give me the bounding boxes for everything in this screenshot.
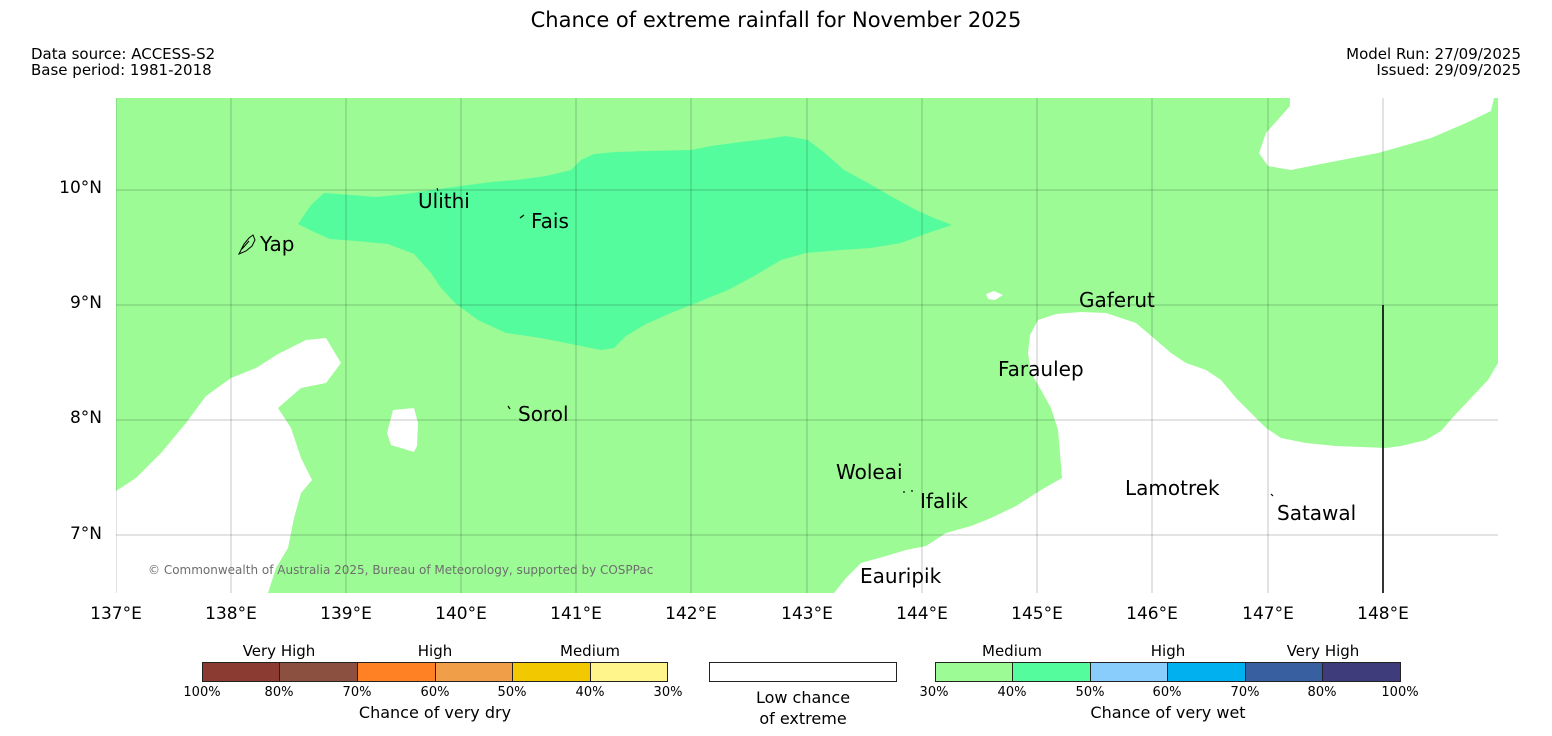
wet-heading-high: High bbox=[1150, 642, 1186, 660]
dry-swatch-70-60 bbox=[357, 662, 436, 682]
fais-island-mark bbox=[519, 214, 525, 219]
low-chance-patch-gaferut bbox=[986, 291, 1003, 300]
wet-swatch-80-100 bbox=[1322, 662, 1401, 682]
wet-tick-40: 40% bbox=[997, 685, 1027, 700]
data-source: Data source: ACCESS-S2 bbox=[31, 45, 216, 63]
dry-heading-high: High bbox=[417, 642, 453, 660]
medium-high-chance-region bbox=[298, 136, 952, 350]
dry-swatch-60-50 bbox=[435, 662, 513, 682]
sorol-island-mark bbox=[507, 405, 511, 410]
dry-tick-80: 80% bbox=[264, 685, 294, 700]
low-chance-area-west bbox=[116, 338, 341, 593]
place-label-woleai: Woleai bbox=[836, 460, 903, 484]
dry-tick-100: 100% bbox=[183, 685, 221, 700]
data-source-info: Data source: ACCESS-S2 Base period: 1981… bbox=[31, 46, 215, 78]
wet-tick-100: 100% bbox=[1381, 685, 1419, 700]
lon-label-141e: 141°E bbox=[550, 604, 602, 624]
dry-swatch-100-80 bbox=[202, 662, 280, 682]
lat-label-9n: 9°N bbox=[69, 293, 102, 313]
map-gridlines bbox=[116, 98, 1498, 593]
wet-tick-80: 80% bbox=[1307, 685, 1337, 700]
wet-tick-30: 30% bbox=[919, 685, 949, 700]
lat-label-10n: 10°N bbox=[59, 178, 102, 198]
place-label-faraulep: Faraulep bbox=[998, 357, 1084, 381]
lon-label-147e: 147°E bbox=[1242, 604, 1294, 624]
lon-label-139e: 139°E bbox=[320, 604, 372, 624]
copyright-notice: © Commonwealth of Australia 2025, Bureau… bbox=[148, 563, 653, 577]
low-chance-patch-sorol bbox=[387, 408, 418, 452]
lon-label-143e: 143°E bbox=[781, 604, 833, 624]
base-period: Base period: 1981-2018 bbox=[31, 61, 212, 79]
place-label-yap: Yap bbox=[259, 232, 294, 256]
rainfall-map: Yap Ulithi Fais Sorol Gaferut Faraulep W… bbox=[116, 98, 1498, 593]
dry-swatch-50-40 bbox=[512, 662, 591, 682]
dry-tick-60: 60% bbox=[420, 685, 450, 700]
place-label-ulithi: Ulithi bbox=[418, 189, 470, 213]
wet-heading-medium: Medium bbox=[982, 642, 1042, 660]
wet-legend-caption: Chance of very wet bbox=[1090, 703, 1246, 722]
model-run: Model Run: 27/09/2025 bbox=[1346, 45, 1521, 63]
lat-label-8n: 8°N bbox=[69, 408, 102, 428]
low-chance-swatch bbox=[709, 662, 897, 682]
lon-label-137e: 137°E bbox=[90, 604, 142, 624]
dry-heading-medium: Medium bbox=[560, 642, 620, 660]
lat-label-7n: 7°N bbox=[69, 524, 102, 544]
place-label-lamotrek: Lamotrek bbox=[1125, 476, 1220, 500]
place-label-sorol: Sorol bbox=[518, 402, 569, 426]
wet-swatch-70-80 bbox=[1245, 662, 1323, 682]
dry-swatch-40-30 bbox=[590, 662, 668, 682]
place-label-fais: Fais bbox=[531, 209, 569, 233]
dry-tick-40: 40% bbox=[575, 685, 605, 700]
issued-date: Issued: 29/09/2025 bbox=[1376, 61, 1521, 79]
low-chance-caption-line2: of extreme bbox=[759, 709, 847, 728]
model-run-info: Model Run: 27/09/2025 Issued: 29/09/2025 bbox=[1346, 46, 1521, 78]
wet-swatch-30-40 bbox=[935, 662, 1013, 682]
dry-tick-50: 50% bbox=[497, 685, 527, 700]
lon-label-138e: 138°E bbox=[205, 604, 257, 624]
wet-tick-50: 50% bbox=[1075, 685, 1105, 700]
wet-tick-70: 70% bbox=[1230, 685, 1260, 700]
low-chance-corner bbox=[116, 578, 168, 593]
lon-label-144e: 144°E bbox=[896, 604, 948, 624]
wet-tick-60: 60% bbox=[1152, 685, 1182, 700]
dry-legend-caption: Chance of very dry bbox=[358, 703, 512, 722]
wet-heading-very-high: Very High bbox=[1286, 642, 1360, 660]
lon-label-148e: 148°E bbox=[1357, 604, 1409, 624]
lon-label-140e: 140°E bbox=[435, 604, 487, 624]
lon-label-146e: 146°E bbox=[1126, 604, 1178, 624]
place-label-ifalik: Ifalik bbox=[920, 489, 968, 513]
ulithi-island-mark bbox=[436, 187, 439, 192]
place-label-eauripik: Eauripik bbox=[860, 564, 942, 588]
ifalik-island-mark-2 bbox=[911, 490, 913, 492]
low-chance-caption-line1: Low chance bbox=[755, 688, 851, 707]
wet-swatch-40-50 bbox=[1012, 662, 1091, 682]
place-label-gaferut: Gaferut bbox=[1079, 288, 1155, 312]
dry-tick-30: 30% bbox=[653, 685, 683, 700]
lon-label-145e: 145°E bbox=[1011, 604, 1063, 624]
chart-title: Chance of extreme rainfall for November … bbox=[530, 8, 1022, 32]
satawal-island-mark bbox=[1270, 493, 1274, 497]
lon-label-142e: 142°E bbox=[665, 604, 717, 624]
dry-tick-70: 70% bbox=[342, 685, 372, 700]
wet-swatch-60-70 bbox=[1167, 662, 1246, 682]
place-label-satawal: Satawal bbox=[1277, 501, 1356, 525]
dry-swatch-80-70 bbox=[279, 662, 358, 682]
wet-swatch-50-60 bbox=[1090, 662, 1168, 682]
dry-heading-very-high: Very High bbox=[242, 642, 316, 660]
yap-island-outline bbox=[237, 234, 256, 255]
ifalik-island-mark bbox=[903, 491, 905, 493]
